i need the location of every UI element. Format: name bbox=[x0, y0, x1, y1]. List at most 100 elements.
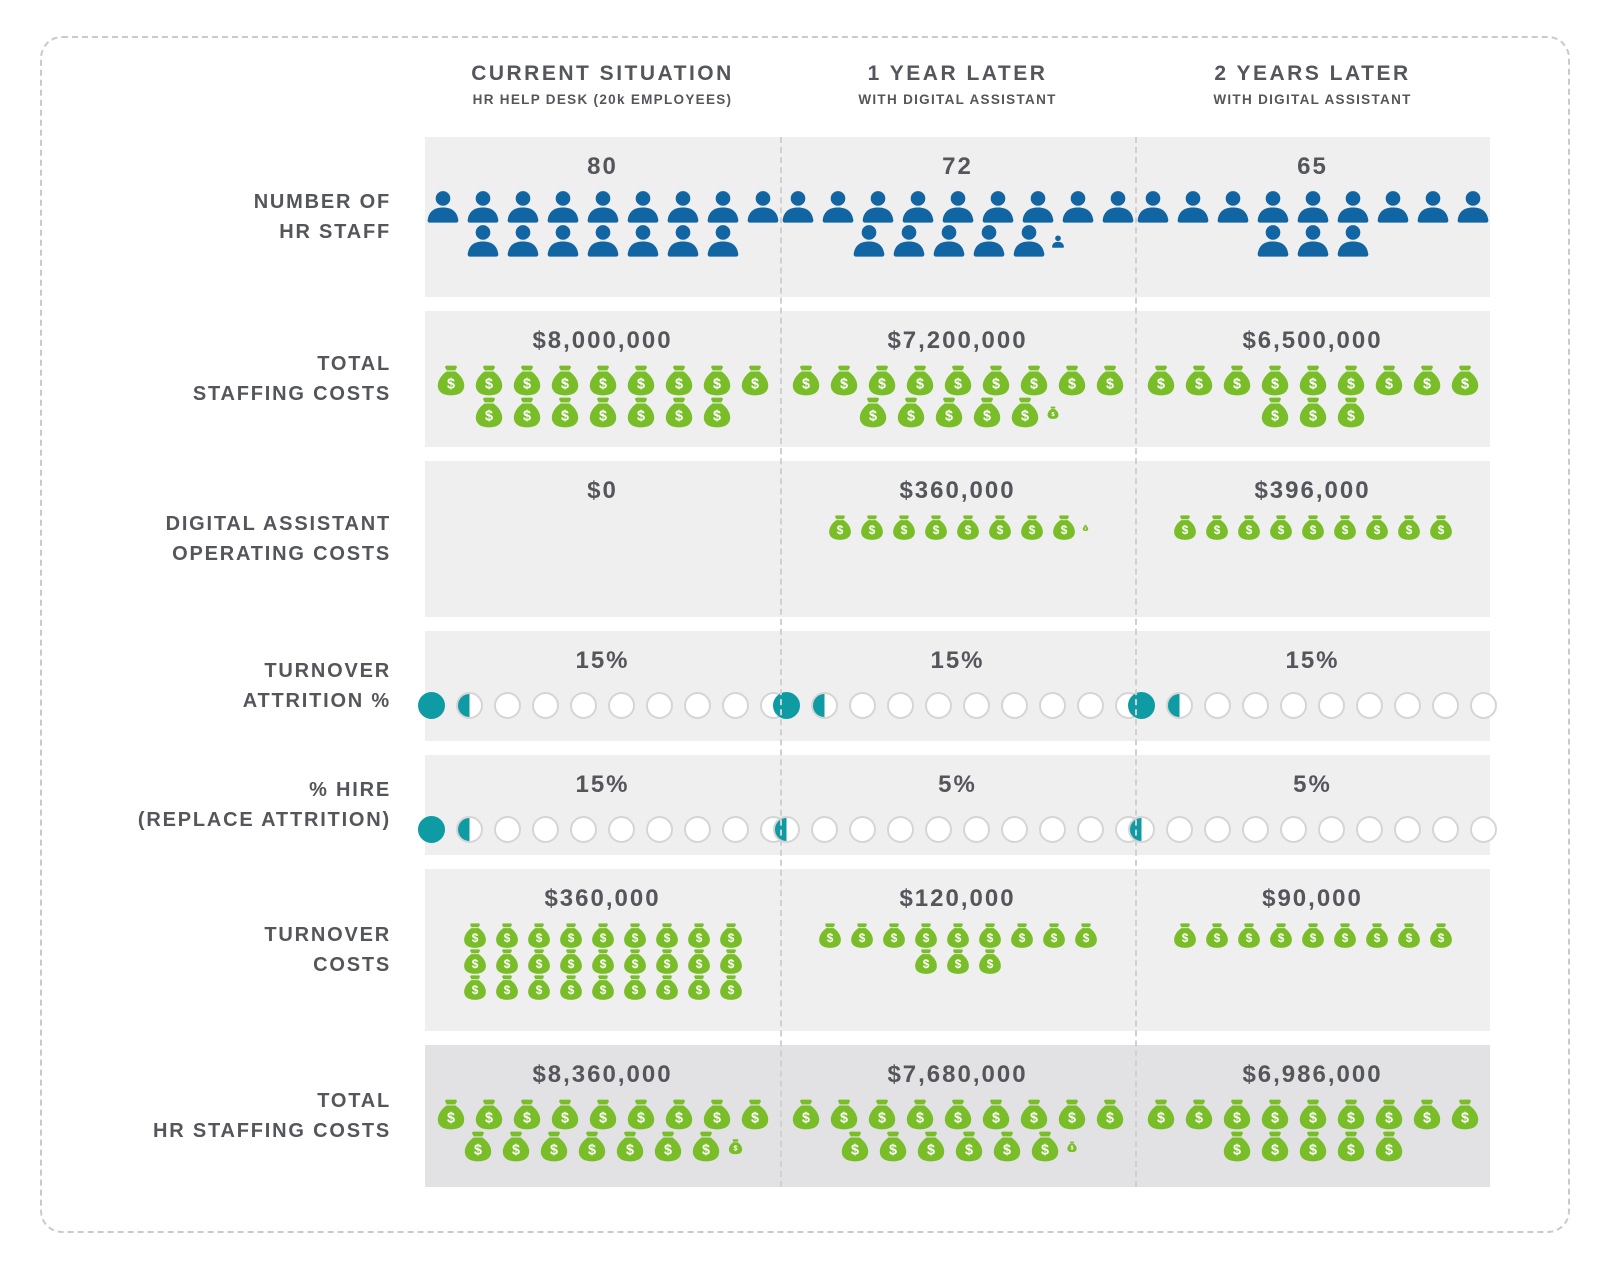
data-cell: $396,000 bbox=[1135, 461, 1490, 617]
money-bag-icon bbox=[557, 974, 585, 1002]
money-bag-icon bbox=[662, 1098, 696, 1132]
circle-icon bbox=[1039, 816, 1066, 843]
data-cell: $7,680,000 bbox=[780, 1045, 1135, 1187]
row-band: 80 72 65 bbox=[425, 137, 1490, 297]
circle-icon bbox=[811, 692, 838, 719]
person-icon bbox=[1100, 190, 1136, 226]
money-bag-icon bbox=[816, 922, 844, 950]
icon-slot bbox=[621, 922, 649, 950]
icon-slot bbox=[1144, 364, 1178, 398]
money-bag-icon bbox=[1171, 922, 1199, 950]
circle-row bbox=[1128, 816, 1497, 843]
circle-icon bbox=[494, 816, 521, 843]
icon-row bbox=[824, 514, 1091, 542]
icon-slot bbox=[525, 948, 553, 976]
column-title: CURRENT SITUATION bbox=[471, 62, 734, 85]
money-bag-icon bbox=[880, 922, 908, 950]
row-band: $8,360,000 $7,680,000 $6,986,000 bbox=[425, 1045, 1490, 1187]
icon-slot bbox=[589, 922, 617, 950]
circle-icon bbox=[849, 816, 876, 843]
person-icon bbox=[625, 224, 661, 260]
icon-slot bbox=[589, 948, 617, 976]
icon-slot bbox=[545, 190, 581, 226]
money-bag-icon bbox=[624, 364, 658, 398]
icon-slot bbox=[979, 1098, 1013, 1132]
icon-slot bbox=[1255, 224, 1291, 260]
table-row: NUMBER OF HR STAFF 80 72 65 bbox=[60, 137, 1490, 297]
icon-slot bbox=[789, 364, 823, 398]
data-cell: $7,200,000 bbox=[780, 311, 1135, 447]
icon-slot bbox=[826, 514, 854, 542]
icon-slot bbox=[903, 1098, 937, 1132]
icon-slot bbox=[557, 948, 585, 976]
icon-slot bbox=[525, 922, 553, 950]
row-label-line: OPERATING COSTS bbox=[172, 543, 391, 565]
icon-slot bbox=[1060, 190, 1096, 226]
icon-slot bbox=[990, 1130, 1024, 1164]
money-bag-icon bbox=[856, 396, 890, 430]
icon-slot bbox=[1296, 396, 1330, 430]
icon-slot bbox=[465, 190, 501, 226]
icon-slot bbox=[1018, 514, 1046, 542]
icon-slot bbox=[1055, 364, 1089, 398]
icon-slot bbox=[931, 224, 967, 260]
icon-slot bbox=[1175, 190, 1211, 226]
money-bag-icon bbox=[865, 1098, 899, 1132]
icon-slot bbox=[1171, 922, 1199, 950]
icon-slot bbox=[624, 396, 658, 430]
icon-slot bbox=[1017, 364, 1051, 398]
icon-slot bbox=[1372, 364, 1406, 398]
circle-icon bbox=[646, 692, 673, 719]
icon-slot bbox=[876, 1130, 910, 1164]
data-cell: 15% bbox=[418, 755, 787, 855]
money-bag-icon bbox=[510, 1098, 544, 1132]
circle-row bbox=[418, 816, 787, 843]
person-icon bbox=[940, 190, 976, 226]
circle-icon bbox=[1204, 816, 1231, 843]
money-bag-icon bbox=[1299, 922, 1327, 950]
money-bag-icon bbox=[954, 514, 982, 542]
icon-slot bbox=[653, 922, 681, 950]
icon-slot bbox=[662, 364, 696, 398]
icon-slot bbox=[465, 224, 501, 260]
money-bag-icon bbox=[986, 514, 1014, 542]
money-bag-icon bbox=[472, 396, 506, 430]
person-icon bbox=[1295, 224, 1331, 260]
money-bag-icon bbox=[912, 948, 940, 976]
money-bag-icon bbox=[1334, 396, 1368, 430]
cell-value: $7,680,000 bbox=[887, 1061, 1028, 1088]
row-label-line: TURNOVER bbox=[264, 660, 391, 682]
data-cell: 72 bbox=[780, 137, 1135, 297]
circle-icon bbox=[1432, 816, 1459, 843]
person-icon bbox=[851, 224, 887, 260]
row-label-line: COSTS bbox=[313, 954, 391, 976]
icon-slot bbox=[971, 224, 1007, 260]
circle-icon bbox=[1470, 692, 1497, 719]
icon-slot bbox=[461, 948, 489, 976]
circle-icon bbox=[1204, 692, 1231, 719]
icon-slot bbox=[979, 364, 1013, 398]
row-label: TOTAL STAFFING COSTS bbox=[60, 311, 425, 447]
money-bag-icon bbox=[1334, 1098, 1368, 1132]
icon-slot bbox=[1372, 1098, 1406, 1132]
icon-slot bbox=[738, 364, 772, 398]
icon-slot bbox=[1051, 224, 1065, 260]
icon-slot bbox=[548, 364, 582, 398]
money-bag-icon bbox=[557, 922, 585, 950]
icon-slot bbox=[624, 364, 658, 398]
circle-icon bbox=[1394, 816, 1421, 843]
circle-icon bbox=[963, 816, 990, 843]
icon-slot bbox=[865, 1098, 899, 1132]
money-bag-icon bbox=[944, 922, 972, 950]
column-subtitle: HR HELP DESK (20k EMPLOYEES) bbox=[472, 92, 733, 107]
money-bag-icon bbox=[1171, 514, 1199, 542]
money-bag-icon bbox=[1395, 922, 1423, 950]
data-cell: $6,500,000 bbox=[1135, 311, 1490, 447]
row-label-line: STAFFING COSTS bbox=[192, 383, 391, 405]
money-bag-icon bbox=[1093, 364, 1127, 398]
icon-slot bbox=[865, 364, 899, 398]
money-bag-icon bbox=[1258, 364, 1292, 398]
icon-slot bbox=[1028, 1130, 1062, 1164]
icon-slot bbox=[472, 364, 506, 398]
cell-value: $360,000 bbox=[899, 477, 1016, 504]
